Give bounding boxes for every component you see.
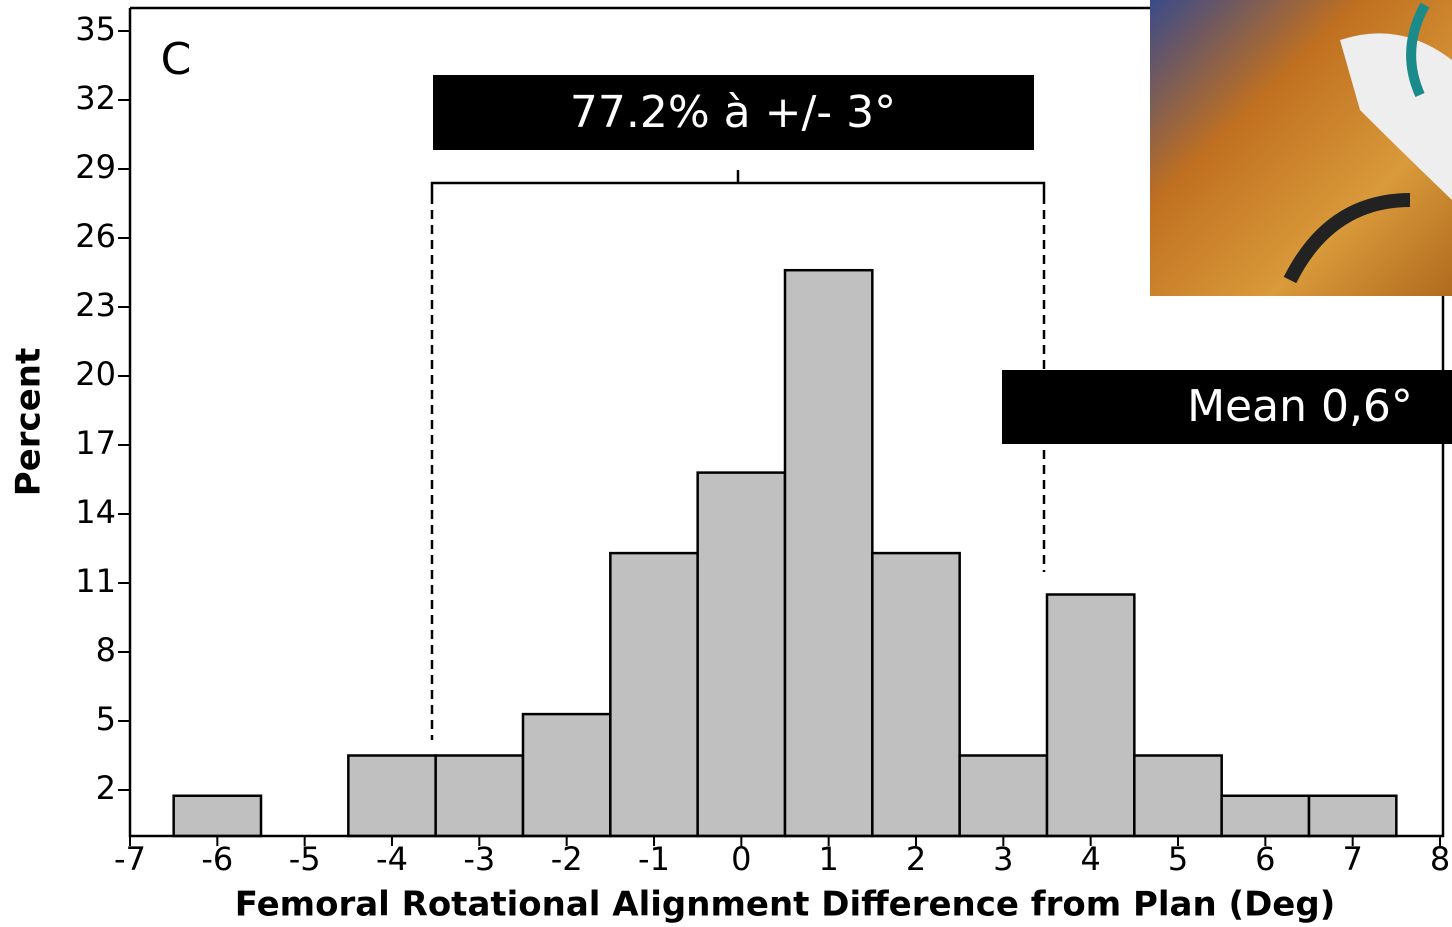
x-tick-label: -5 bbox=[289, 840, 321, 878]
photo bbox=[1150, 0, 1452, 296]
y-axis-title: Percent bbox=[9, 348, 49, 496]
annotation: Mean 0,6° bbox=[1187, 381, 1413, 432]
chart: 258111417202326293235-7-6-5-4-3-2-101234… bbox=[0, 0, 1452, 927]
x-tick-label: -4 bbox=[376, 840, 408, 878]
x-tick-label: 4 bbox=[1080, 840, 1100, 878]
y-tick-label: 11 bbox=[75, 562, 116, 600]
panel-label: C bbox=[161, 34, 192, 85]
x-tick-label: -1 bbox=[638, 840, 670, 878]
x-tick-label: -3 bbox=[463, 840, 495, 878]
bar bbox=[785, 270, 872, 836]
annotation: 77.2% à +/- 3° bbox=[570, 87, 896, 138]
x-tick-label: 8 bbox=[1430, 840, 1450, 878]
x-axis-title: Femoral Rotational Alignment Difference … bbox=[235, 885, 1335, 925]
bar bbox=[872, 553, 959, 836]
bar bbox=[348, 756, 435, 837]
y-tick-label: 2 bbox=[96, 769, 116, 807]
x-tick-label: -2 bbox=[551, 840, 583, 878]
y-tick-label: 23 bbox=[75, 286, 116, 324]
bar bbox=[1309, 796, 1396, 836]
x-tick-label: 5 bbox=[1168, 840, 1188, 878]
x-tick-label: 6 bbox=[1255, 840, 1275, 878]
bar bbox=[1134, 756, 1221, 837]
bracket-line bbox=[432, 170, 1044, 195]
x-tick-label: 2 bbox=[906, 840, 926, 878]
x-tick-label: 1 bbox=[818, 840, 838, 878]
bar bbox=[698, 473, 785, 836]
bar bbox=[523, 714, 610, 836]
y-tick-label: 17 bbox=[75, 424, 116, 462]
y-tick-label: 35 bbox=[75, 10, 116, 48]
y-tick-label: 26 bbox=[75, 217, 116, 255]
x-tick-label: 7 bbox=[1342, 840, 1362, 878]
y-tick-label: 20 bbox=[75, 355, 116, 393]
x-tick-label: -6 bbox=[201, 840, 233, 878]
bar bbox=[174, 796, 261, 836]
bar bbox=[1047, 595, 1134, 837]
x-tick-label: 3 bbox=[993, 840, 1013, 878]
bar bbox=[960, 756, 1047, 837]
y-tick-label: 8 bbox=[96, 631, 116, 669]
y-tick-label: 5 bbox=[96, 700, 116, 738]
x-tick-label: 0 bbox=[731, 840, 751, 878]
x-tick-label: -7 bbox=[114, 840, 146, 878]
y-tick-label: 29 bbox=[75, 148, 116, 186]
bar bbox=[436, 756, 523, 837]
bar bbox=[610, 553, 697, 836]
y-tick-label: 32 bbox=[75, 79, 116, 117]
y-tick-label: 14 bbox=[75, 493, 116, 531]
bar bbox=[1222, 796, 1309, 836]
